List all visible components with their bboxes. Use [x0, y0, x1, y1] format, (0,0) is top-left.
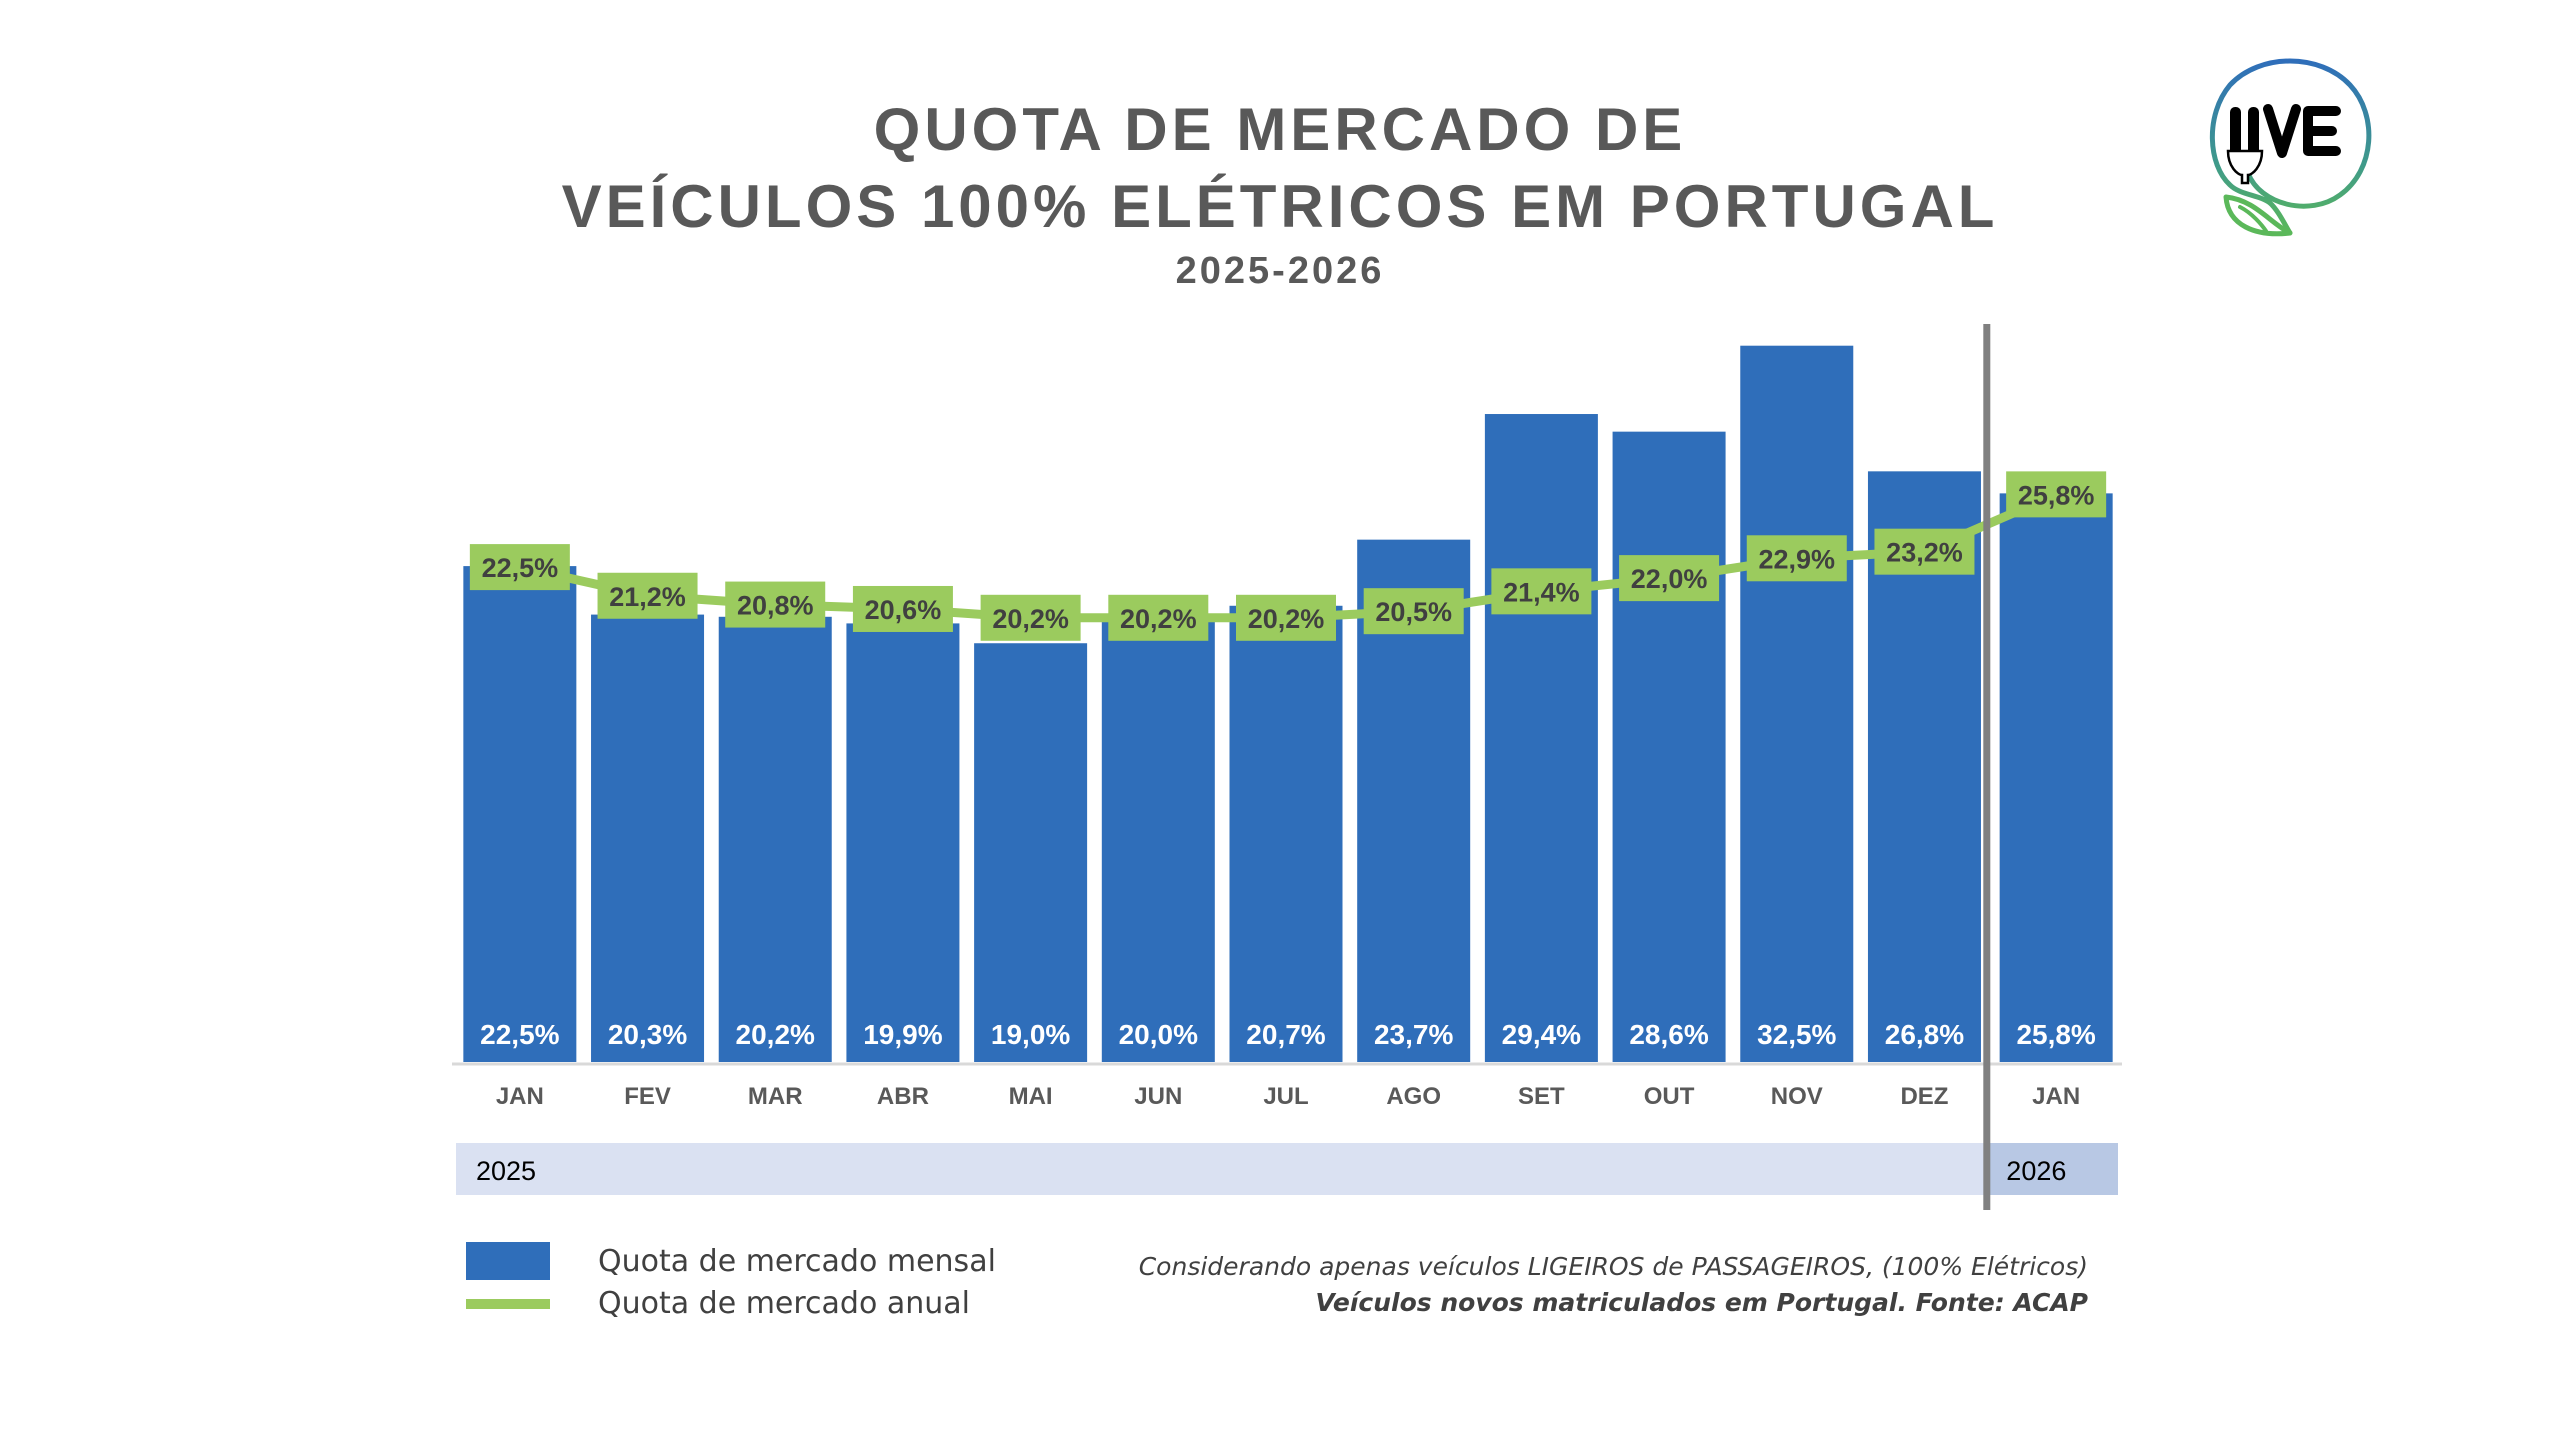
- annual-label-box: [1746, 535, 1847, 582]
- bar-jul-2025: [1229, 605, 1343, 1062]
- bar-value-label: 20,0%: [1119, 1019, 1198, 1050]
- year-divider: [1983, 324, 1991, 1210]
- bar-value-label: 19,9%: [863, 1019, 942, 1050]
- year-band-2025: [456, 1143, 1987, 1195]
- x-tick-label: JAN: [2032, 1083, 2080, 1110]
- annual-value-label: 22,9%: [1758, 544, 1835, 574]
- legend-item-annual: Quota de mercado anual: [466, 1286, 970, 1321]
- annual-value-label: 20,5%: [1375, 597, 1452, 627]
- bar-jan-2026: [1999, 493, 2113, 1062]
- bar-value-label: 23,7%: [1374, 1019, 1453, 1050]
- bar-mar-2025: [718, 616, 832, 1062]
- annual-label-box: [2006, 471, 2107, 518]
- bar-value-label: 26,8%: [1885, 1019, 1964, 1050]
- x-tick-label: FEV: [624, 1083, 671, 1110]
- annual-value-label: 20,2%: [992, 604, 1069, 634]
- legend-swatch-annual: [466, 1298, 550, 1309]
- bar-out-2025: [1612, 431, 1726, 1062]
- annual-label-box: [1236, 594, 1336, 641]
- annual-label-box: [852, 585, 953, 632]
- x-tick-label: DEZ: [1900, 1083, 1948, 1110]
- bar-value-label: 28,6%: [1629, 1019, 1708, 1050]
- year-band-2026: [1986, 1143, 2118, 1195]
- annual-label-box: [1874, 528, 1975, 575]
- annual-value-label: 21,2%: [609, 582, 686, 612]
- x-axis: JAN FEV MAR ABR MAI JUN JUL AGO SET OUT NOV DEZ JAN: [452, 1062, 2122, 1110]
- bar-jun-2025: [1101, 621, 1215, 1062]
- annual-value-label: 22,5%: [482, 553, 559, 583]
- bar-nov-2025: [1740, 345, 1854, 1062]
- chart-title-line2: VEÍCULOS 100% ELÉTRICOS EM PORTUGAL: [561, 173, 1999, 240]
- annual-value-label: 22,0%: [1631, 564, 1708, 594]
- legend-swatch-monthly: [466, 1242, 550, 1280]
- x-tick-label: MAI: [1009, 1083, 1053, 1110]
- year-bands: 2025 2026: [456, 324, 2118, 1210]
- annual-label-box: [980, 594, 1081, 641]
- legend-label-monthly: Quota de mercado mensal: [598, 1243, 996, 1279]
- x-tick-label: ABR: [877, 1083, 929, 1110]
- annual-value-label: 20,8%: [737, 591, 814, 621]
- annual-label-box: [1108, 594, 1209, 641]
- x-tick-label: JUN: [1134, 1083, 1182, 1110]
- bar-jan-2025: [463, 566, 577, 1062]
- bar-value-label: 20,2%: [736, 1019, 815, 1050]
- annual-value-label: 25,8%: [2018, 480, 2095, 510]
- chart-subtitle: 2025-2026: [1175, 250, 1385, 292]
- x-tick-label: SET: [1518, 1083, 1565, 1110]
- x-tick-label: JAN: [496, 1083, 544, 1110]
- year-label-2025: 2025: [476, 1156, 536, 1186]
- bars-group: 22,5% 20,3% 20,2% 19,9% 19,0% 20,0% 20,7% 23,7%…: [463, 345, 2113, 1062]
- bar-abr-2025: [846, 623, 960, 1062]
- annual-value-label: 21,4%: [1503, 577, 1580, 607]
- legend-label-annual: Quota de mercado anual: [598, 1286, 970, 1321]
- x-tick-label: MAR: [748, 1083, 803, 1110]
- bar-value-label: 20,7%: [1246, 1019, 1325, 1050]
- bar-fev-2025: [591, 614, 705, 1062]
- annual-value-label: 23,2%: [1886, 538, 1963, 568]
- annual-label-box: [469, 544, 570, 591]
- footnote-source: Veículos novos matriculados em Portugal.…: [1315, 1288, 2088, 1317]
- x-tick-label: NOV: [1771, 1083, 1823, 1110]
- annual-label-box: [1491, 568, 1592, 615]
- annual-value-label: 20,6%: [865, 595, 942, 625]
- bar-value-label: 19,0%: [991, 1019, 1070, 1050]
- annual-label-box: [725, 581, 826, 628]
- annual-label-box: [1619, 555, 1720, 602]
- footnote-scope: Considerando apenas veículos LIGEIROS de…: [1138, 1252, 2088, 1281]
- year-label-2026: 2026: [2006, 1156, 2066, 1186]
- annual-value-label: 20,2%: [1120, 604, 1197, 634]
- legend-item-monthly: Quota de mercado mensal: [466, 1242, 996, 1280]
- annual-label-box: [597, 572, 698, 619]
- annual-line-group: 22,5% 21,2% 20,8% 20,6% 20,2% 20,2% 20,2% 20,5%…: [469, 471, 2107, 641]
- bar-value-label: 32,5%: [1757, 1019, 1836, 1050]
- bar-set-2025: [1484, 414, 1598, 1062]
- annual-value-label: 20,2%: [1248, 604, 1325, 634]
- chart-title-line1: QUOTA DE MERCADO DE: [873, 96, 1687, 163]
- bar-value-label: 20,3%: [608, 1019, 687, 1050]
- uve-logo-icon: [2209, 58, 2372, 237]
- x-tick-label: OUT: [1644, 1083, 1695, 1110]
- bar-value-label: 22,5%: [480, 1019, 559, 1050]
- bar-mai-2025: [974, 643, 1088, 1062]
- bar-value-label: 25,8%: [2016, 1019, 2095, 1050]
- bar-value-label: 29,4%: [1502, 1019, 1581, 1050]
- annual-label-box: [1363, 588, 1464, 635]
- x-tick-label: JUL: [1263, 1083, 1308, 1110]
- x-tick-label: AGO: [1386, 1083, 1441, 1110]
